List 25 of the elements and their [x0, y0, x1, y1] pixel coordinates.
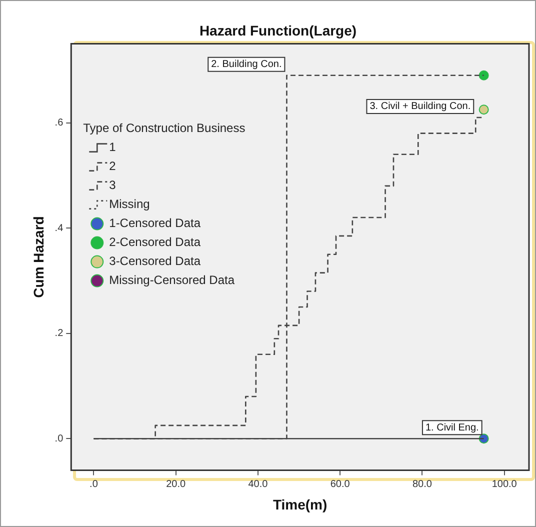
x-tick-label: 100.0	[492, 478, 518, 490]
legend-label: 2	[109, 159, 116, 174]
legend-label: Missing	[109, 197, 150, 212]
x-tick-label: 40.0	[248, 478, 268, 490]
legend-label: 1-Censored Data	[109, 216, 201, 230]
legend-label: Missing-Censored Data	[109, 273, 235, 288]
y-tick-label: .2	[54, 328, 64, 340]
legend-title: Type of Construction Business	[83, 121, 246, 136]
legend-label: 2-Censored Data	[109, 235, 201, 250]
annotation: 1. Civil Eng.	[425, 422, 479, 434]
annotation: 3. Civil + Building Con.	[370, 101, 471, 112]
y-axis-title: Cum Hazard	[30, 216, 46, 298]
y-tick-label: .6	[54, 118, 64, 129]
x-tick-label: 20.0	[166, 478, 186, 490]
x-axis-title: Time(m)	[272, 496, 328, 512]
x-tick-label: 80.0	[412, 478, 432, 490]
legend-label: 3	[109, 178, 116, 192]
x-tick-label: 60.0	[330, 478, 350, 490]
x-tick-label: .0	[90, 478, 98, 490]
annotation: 2. Building Con.	[211, 59, 282, 70]
legend-label: 3-Censored Data	[109, 254, 201, 268]
legend-label: 1	[109, 140, 116, 154]
y-tick-label: .0	[54, 433, 64, 444]
chart-title: Hazard Function(Large)	[199, 22, 357, 38]
y-tick-label: .4	[54, 222, 64, 234]
